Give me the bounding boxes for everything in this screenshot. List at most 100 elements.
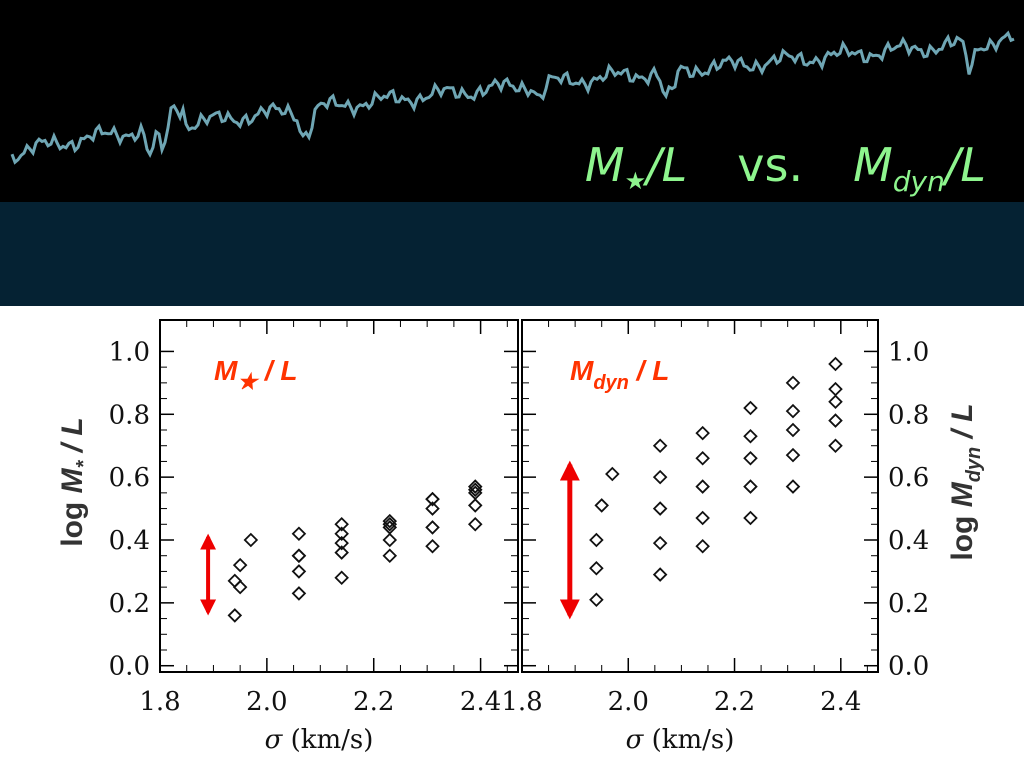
data-point <box>743 451 758 466</box>
data-point <box>382 548 398 563</box>
x-tick-label: 2.0 <box>246 687 287 717</box>
panel-label-rest: / L <box>629 355 669 386</box>
panel-label: M★ / L <box>214 355 298 394</box>
data-point <box>785 403 801 419</box>
x-tick-label: 2.2 <box>353 687 394 717</box>
slide-title: M★/L vs. Mdyn/L <box>585 138 986 198</box>
x-axis-symbol: σ <box>626 725 645 755</box>
panel-label-sub: dyn <box>593 372 629 394</box>
data-point <box>425 491 440 507</box>
chart-area: 0.0 0.2 0.4 0.6 0.8 1.0 1.8 2.0 2.2 2.4 σ (km/s) lo… <box>56 319 985 755</box>
data-point <box>291 586 307 601</box>
data-point <box>785 447 801 463</box>
y-axis-sub: dyn <box>963 447 985 483</box>
data-point <box>652 567 668 582</box>
data-point <box>828 394 843 409</box>
data-point <box>652 438 668 453</box>
panel-label-m: M <box>214 355 238 386</box>
data-point <box>334 535 349 551</box>
title-dyn: dyn <box>892 165 945 198</box>
data-point <box>785 479 801 494</box>
data-point <box>334 570 349 585</box>
y-tick-label: 0.4 <box>888 526 929 556</box>
data-point <box>334 517 349 532</box>
x-tick-label: 2.4 <box>460 687 501 717</box>
y-axis-title: log Mdyn / L <box>946 403 985 560</box>
title-star: ★ <box>624 167 647 195</box>
scatter-panel-1: 0.0 0.2 0.4 0.6 0.8 1.0 1.8 2.0 2.2 2.4 σ (km/s) lo… <box>56 319 519 755</box>
x-axis-title: σ (km/s) <box>265 725 374 755</box>
panel-label-m: M <box>570 355 594 386</box>
y-axis-sub: * <box>73 459 95 468</box>
x-tick-label: 1.8 <box>501 687 542 717</box>
y-tick-label: 1.0 <box>109 337 150 367</box>
x-tick-label: 2.2 <box>714 687 755 717</box>
data-point <box>743 479 758 494</box>
data-point <box>828 381 843 397</box>
spectrum-decoration <box>10 30 1015 165</box>
y-tick-label: 0.0 <box>109 652 150 682</box>
data-point <box>594 498 609 513</box>
title-band <box>0 202 1024 306</box>
data-point <box>232 579 248 595</box>
title-vs: vs. <box>737 138 804 192</box>
data-point <box>652 501 668 516</box>
data-point <box>695 479 710 494</box>
data-point <box>467 498 483 513</box>
y-tick-label: 0.2 <box>109 589 150 619</box>
scatter-panel-2: 0.0 0.2 0.4 0.6 0.8 1.0 1.8 2.0 2.2 2.4 σ (km/s) lo… <box>501 319 985 755</box>
data-point <box>291 548 307 563</box>
data-point <box>467 517 483 532</box>
data-point <box>785 375 801 391</box>
y-tick-label: 0.8 <box>109 400 150 430</box>
data-point <box>652 469 668 485</box>
y-tick-label: 0.2 <box>888 589 929 619</box>
data-point <box>291 564 307 579</box>
panel-label-rest: / L <box>257 355 297 386</box>
data-point <box>695 451 710 466</box>
data-point <box>382 513 398 529</box>
data-point <box>785 422 801 438</box>
y-axis-title: log M* / L <box>56 417 95 546</box>
y-tick-label: 0.6 <box>109 463 150 493</box>
data-point <box>605 466 620 482</box>
slide-header: M★/L vs. Mdyn/L <box>0 0 1024 202</box>
data-point <box>232 557 248 573</box>
x-tick-label: 2.0 <box>608 687 649 717</box>
title-slash-l: /L <box>646 138 688 192</box>
plot-frame <box>159 319 519 673</box>
y-tick-label: 1.0 <box>888 337 929 367</box>
data-point <box>743 429 758 444</box>
title-m-dyn: M <box>853 138 893 192</box>
data-point <box>227 573 243 589</box>
data-point <box>589 532 604 548</box>
y-axis-rest: / L <box>56 417 89 460</box>
data-point <box>828 356 843 372</box>
data-point <box>334 526 349 541</box>
data-point <box>695 510 710 526</box>
title-m-star: M <box>584 138 625 192</box>
data-point <box>382 532 398 548</box>
x-tick-label: 1.8 <box>139 687 180 717</box>
data-point <box>227 608 243 623</box>
data-point <box>425 539 440 554</box>
x-axis-units: (km/s) <box>282 725 373 755</box>
panel-label-sub: ★ <box>237 369 260 394</box>
x-axis-symbol: σ <box>265 725 284 755</box>
x-tick-label: 2.4 <box>820 687 861 717</box>
y-tick-label: 0.0 <box>888 652 929 682</box>
data-point <box>467 479 483 494</box>
data-point <box>589 561 604 576</box>
data-point <box>743 510 758 526</box>
data-point <box>334 545 349 560</box>
data-point <box>695 425 710 441</box>
y-tick-label: 0.4 <box>109 526 150 556</box>
y-tick-label: 0.8 <box>888 400 929 430</box>
y-axis-m: M <box>946 481 979 507</box>
spectrum-line <box>10 30 1015 165</box>
y-axis-m: M <box>56 467 89 493</box>
data-point <box>243 532 259 548</box>
x-axis-units: (km/s) <box>643 725 734 755</box>
data-point <box>652 535 668 551</box>
data-point <box>291 526 307 541</box>
